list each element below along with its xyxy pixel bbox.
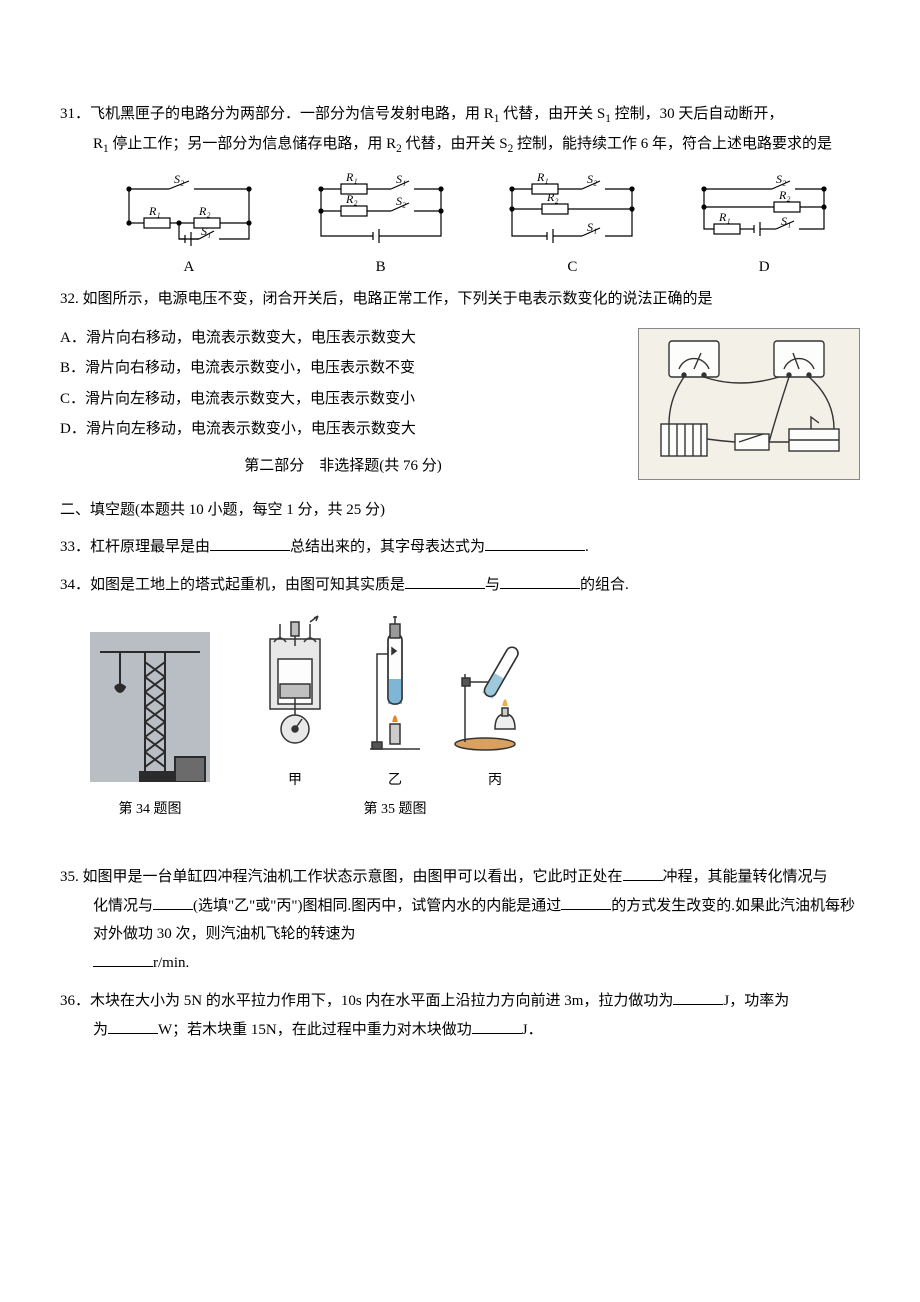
circuit-a-icon: S₂ R₁ S₁ R₂ [109,171,269,251]
q31-option-c: R₁ S₂ R₂ S₁ C [492,171,652,282]
q31-number: 31． [60,106,90,122]
q35-line2: 化情况与(选填"乙"或"丙")图相同.图丙中，试管内水的内能是通过的方式发生改变… [60,892,860,949]
q35-number: 35. [60,869,79,885]
circuit-b-icon: R₁ S₁ R₂ S₂ [301,171,461,251]
q32-figure-icon [638,328,860,480]
figure-34: 第 34 题图 [90,632,210,823]
q31-line2: R1 停止工作；另一部分为信息储存电路，用 R2 代替，由开关 S2 控制，能持… [60,130,860,160]
fig35-caption: 第 35 题图 [250,797,540,824]
svg-text:S₂: S₂ [587,172,597,186]
q35-blank-4[interactable] [93,966,153,967]
q35-line3: r/min. [60,949,860,978]
q36-blank-2[interactable] [108,1033,158,1034]
svg-text:S₁: S₁ [781,214,791,228]
q31-option-b: R₁ S₁ R₂ S₂ B [301,171,461,282]
q36-blank-3[interactable] [472,1033,522,1034]
question-34: 34．如图是工地上的塔式起重机，由图可知其实质是与的组合. [60,571,860,600]
svg-text:S₁: S₁ [396,172,406,186]
q31-opt-c-label: C [492,253,652,282]
question-36: 36．木块在大小为 5N 的水平拉力作用下，10s 内在水平面上沿拉力方向前进 … [60,987,860,1044]
question-35: 35. 如图甲是一台单缸四冲程汽油机工作状态示意图，由图甲可以看出，它此时正处在… [60,863,860,977]
svg-text:R₂: R₂ [345,192,358,206]
figure-35-jia: 甲 [250,614,340,795]
q31-option-a: S₂ R₁ S₁ R₂ [109,171,269,282]
fig35-jia-label: 甲 [250,768,340,795]
question-32: 32. 如图所示，电源电压不变，闭合开关后，电路正常工作，下列关于电表示数变化的… [60,285,860,314]
figure-35-group: 甲 [250,614,540,824]
q33-blank-2[interactable] [485,550,585,551]
q35-blank-1[interactable] [623,880,663,881]
tube-icon [360,614,430,754]
svg-text:R₁: R₁ [148,204,161,218]
fig35-yi-label: 乙 [360,768,430,795]
q31-opt-b-label: B [301,253,461,282]
fig34-caption: 第 34 题图 [90,797,210,824]
circuit-c-icon: R₁ S₂ R₂ S₁ [492,171,652,251]
q31-opt-a-label: A [109,253,269,282]
q35-blank-3[interactable] [561,909,611,910]
q33-number: 33． [60,539,90,555]
q36-blank-1[interactable] [673,1004,723,1005]
q36-number: 36． [60,993,90,1009]
svg-text:S₁: S₁ [587,220,597,234]
fig35-bing-label: 丙 [450,768,540,795]
svg-text:S₂: S₂ [174,172,184,186]
q34-blank-2[interactable] [500,588,580,589]
figure-35-yi: 乙 [360,614,430,795]
q31-option-d: S₂ R₂ R₁ S₁ D [684,171,844,282]
figure-35-bing: 丙 [450,614,540,795]
engine-icon [250,614,340,754]
q36-line2: 为W；若木块重 15N，在此过程中重力对木块做功J． [60,1016,860,1045]
svg-text:S₂: S₂ [776,172,786,186]
q31-options: S₂ R₁ S₁ R₂ [60,171,860,282]
q34-blank-1[interactable] [405,588,485,589]
svg-text:R₁: R₁ [345,171,358,184]
q35-blank-2[interactable] [153,909,193,910]
svg-text:S₁: S₁ [201,224,211,238]
figures-row: 第 34 题图 [90,614,860,824]
svg-text:R₂: R₂ [778,188,791,202]
crane-icon [90,632,210,782]
q34-number: 34． [60,577,90,593]
q32-number: 32. [60,291,79,307]
svg-text:S₂: S₂ [396,194,406,208]
q31-opt-d-label: D [684,253,844,282]
q33-blank-1[interactable] [210,550,290,551]
svg-text:R₂: R₂ [198,204,211,218]
svg-text:R₁: R₁ [536,171,549,184]
svg-text:R₂: R₂ [546,190,559,204]
svg-text:R₁: R₁ [718,210,731,224]
burner-icon [450,614,540,754]
question-33: 33．杠杆原理最早是由总结出来的，其字母表达式为. [60,533,860,562]
section-2-sub: 二、填空题(本题共 10 小题，每空 1 分，共 25 分) [60,496,860,525]
question-31: 31．飞机黑匣子的电路分为两部分．一部分为信号发射电路，用 R1 代替，由开关 … [60,100,860,161]
circuit-d-icon: S₂ R₂ R₁ S₁ [684,171,844,251]
